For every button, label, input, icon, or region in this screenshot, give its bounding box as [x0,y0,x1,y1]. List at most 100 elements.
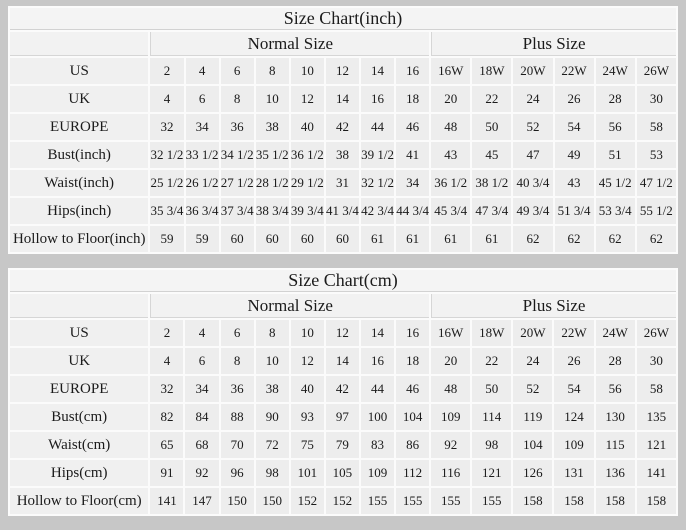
row-label: Waist(cm) [10,432,149,458]
size-cell: 26W [636,320,676,346]
size-cell: 33 1/2 [185,142,219,168]
size-cell: 93 [290,404,324,430]
table-row: Hips(inch) 35 3/4 36 3/4 37 3/4 38 3/4 39 3/4… [10,198,676,224]
size-cell: 62 [513,226,553,252]
size-cell: 31 [325,170,359,196]
size-cell: 42 [325,114,359,140]
size-cell: 48 [431,376,471,402]
row-label: Hollow to Floor(inch) [10,226,149,252]
size-cell: 152 [290,488,324,514]
size-cell: 158 [595,488,635,514]
size-cell: 36 [220,376,254,402]
size-cell: 97 [325,404,359,430]
size-cell: 37 3/4 [220,198,254,224]
size-cell: 45 1/2 [595,170,635,196]
size-cell: 6 [220,320,254,346]
size-cell: 20 [431,348,471,374]
size-cell: 14 [360,58,395,84]
size-cell: 22 [472,86,512,112]
size-cell: 36 3/4 [185,198,219,224]
size-cell: 20W [513,58,553,84]
row-label: Waist(inch) [10,170,149,196]
table-row: Bust(cm) 82 84 88 90 93 97 100 104 109 114 119 124 13… [10,404,676,430]
table-title-row: Size Chart(cm) [10,270,676,292]
size-cell: 131 [554,460,594,486]
size-cell: 60 [255,226,289,252]
size-cell: 40 3/4 [513,170,553,196]
row-label: US [10,58,149,84]
size-cell: 10 [255,348,289,374]
table-row: Bust(inch) 32 1/2 33 1/2 34 1/2 35 1/2 36 1/2… [10,142,676,168]
size-cell: 124 [554,404,594,430]
size-cell: 38 [325,142,359,168]
size-cell: 114 [472,404,512,430]
size-cell: 30 [636,348,676,374]
size-cell: 53 3/4 [595,198,635,224]
row-label: Hips(cm) [10,460,149,486]
table-row: EUROPE 32 34 36 38 40 42 44 46 48 50 52 54 56 58 [10,114,676,140]
size-cell: 14 [325,348,359,374]
size-cell: 104 [513,432,553,458]
size-cell: 2 [150,320,184,346]
size-cell: 62 [595,226,635,252]
size-cell: 8 [255,58,289,84]
table-title-row: Size Chart(inch) [10,8,676,30]
group-header-plus-size: Plus Size [431,294,676,318]
size-cell: 92 [431,432,471,458]
size-cell: 36 [220,114,254,140]
table-gap [8,254,678,268]
size-cell: 155 [396,488,430,514]
size-cell: 50 [472,114,512,140]
size-cell: 141 [636,460,676,486]
group-header-plus-size: Plus Size [431,32,676,56]
size-cell: 61 [431,226,471,252]
size-cell: 8 [220,348,254,374]
size-cell: 62 [636,226,676,252]
size-cell: 6 [185,86,219,112]
size-cell: 16 [396,320,430,346]
size-cell: 47 [513,142,553,168]
size-cell: 2 [150,58,184,84]
size-cell: 32 [150,114,184,140]
size-cell: 90 [255,404,289,430]
size-cell: 41 [396,142,430,168]
size-cell: 44 [360,114,395,140]
size-cell: 158 [554,488,594,514]
size-cell: 44 [360,376,395,402]
size-cell: 82 [150,404,184,430]
size-cell: 18 [396,86,430,112]
size-cell: 28 [595,348,635,374]
size-cell: 155 [360,488,395,514]
size-cell: 70 [220,432,254,458]
size-cell: 96 [220,460,254,486]
table-row: UK 4 6 8 10 12 14 16 18 20 22 24 26 28 30 [10,348,676,374]
size-cell: 109 [431,404,471,430]
table-row: Hollow to Floor(inch) 59 59 60 60 60 60 61 61 61 6… [10,226,676,252]
size-cell: 150 [220,488,254,514]
size-cell: 42 [325,376,359,402]
size-cell: 12 [290,86,324,112]
size-cell: 8 [220,86,254,112]
size-cell: 28 [595,86,635,112]
size-cell: 39 3/4 [290,198,324,224]
size-cell: 52 [513,114,553,140]
size-cell: 55 1/2 [636,198,676,224]
size-cell: 4 [150,348,184,374]
size-cell: 61 [472,226,512,252]
size-cell: 51 3/4 [554,198,594,224]
size-cell: 155 [431,488,471,514]
size-cell: 28 1/2 [255,170,289,196]
size-cell: 54 [554,376,594,402]
size-cell: 53 [636,142,676,168]
size-cell: 8 [255,320,289,346]
size-cell: 60 [325,226,359,252]
group-header-row: Normal Size Plus Size [10,294,676,318]
size-cell: 51 [595,142,635,168]
size-cell: 30 [636,86,676,112]
size-cell: 32 [150,376,184,402]
size-cell: 48 [431,114,471,140]
size-cell: 88 [220,404,254,430]
size-cell: 72 [255,432,289,458]
size-cell: 62 [554,226,594,252]
size-cell: 79 [325,432,359,458]
